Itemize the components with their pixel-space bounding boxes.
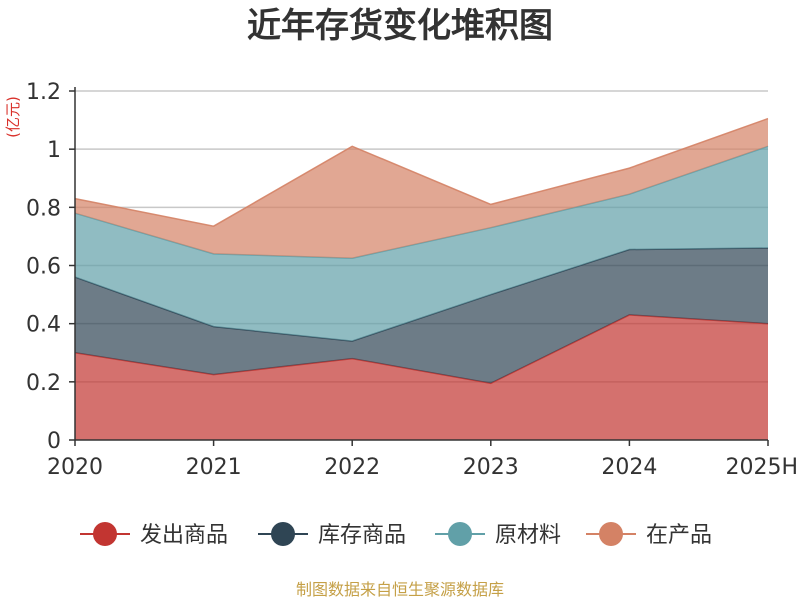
legend-marker-dot — [93, 522, 117, 546]
x-tick-label: 2021 — [186, 455, 242, 480]
series-line-1 — [74, 314, 769, 385]
legend-item-label: 在产品 — [646, 523, 712, 548]
area-series-4 — [75, 118, 768, 259]
y-tick-label: 0.6 — [26, 255, 61, 280]
y-tick-label: 1.2 — [26, 80, 61, 105]
x-tick-label: 2023 — [463, 455, 519, 480]
area-series — [74, 117, 769, 440]
x-tick-label: 2024 — [601, 455, 657, 480]
y-tick-label: 0.4 — [26, 313, 61, 338]
x-tick-label: 2020 — [47, 455, 103, 480]
chart-title: 近年存货变化堆积图 — [247, 6, 553, 46]
legend-item-label: 库存商品 — [318, 523, 406, 548]
y-tick-label: 0 — [47, 429, 61, 454]
y-tick-label: 1 — [47, 138, 61, 163]
y-axis-unit-label: (亿元) — [4, 96, 22, 138]
area-series-2 — [75, 248, 768, 384]
legend: 发出商品 库存商品 原材料 在产品 — [80, 522, 712, 548]
x-tick-label: 2022 — [324, 455, 380, 480]
area-series-1 — [75, 314, 768, 440]
legend-marker-dot — [448, 522, 472, 546]
axes: 0 0.2 0.4 0.6 0.8 1 1.2 2020 2021 2022 2023 2024 202… — [26, 80, 798, 480]
y-tick-label: 0.2 — [26, 371, 61, 396]
data-source-note: 制图数据来自恒生聚源数据库 — [296, 580, 504, 599]
legend-item-label: 原材料 — [495, 523, 561, 548]
y-tick-label: 0.8 — [26, 196, 61, 221]
series-line-4 — [74, 117, 769, 227]
legend-item-label: 发出商品 — [140, 523, 228, 548]
legend-marker-dot — [271, 522, 295, 546]
x-tick-label: 2025H — [725, 455, 798, 480]
legend-marker-dot — [599, 522, 623, 546]
